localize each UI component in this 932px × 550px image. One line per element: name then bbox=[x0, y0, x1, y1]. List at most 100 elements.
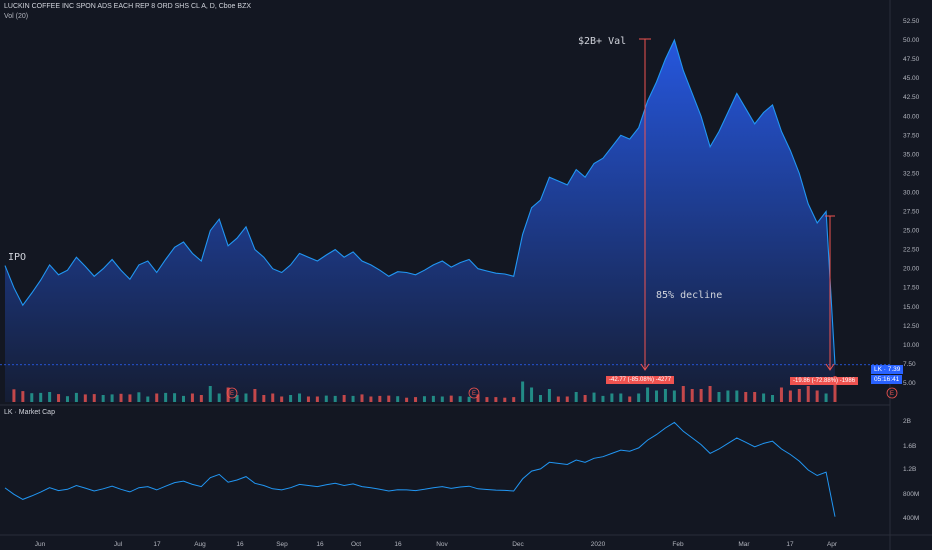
x-tick-label: 2020 bbox=[591, 541, 606, 548]
y-tick-label: 32.50 bbox=[903, 170, 920, 177]
volume-bar bbox=[110, 394, 114, 402]
volume-bar bbox=[467, 396, 471, 402]
x-tick-label: Oct bbox=[351, 541, 361, 548]
y-tick-label: 17.50 bbox=[903, 285, 920, 292]
earnings-marker bbox=[468, 387, 480, 399]
volume-bar bbox=[431, 395, 435, 402]
y-tick-label: 5.00 bbox=[903, 380, 916, 387]
x-tick-label: 16 bbox=[236, 541, 244, 548]
volume-bar bbox=[92, 394, 96, 402]
earnings-marker bbox=[886, 387, 898, 399]
x-tick-label: Nov bbox=[436, 541, 448, 548]
volume-bar bbox=[342, 395, 346, 402]
volume-bar bbox=[235, 395, 239, 402]
x-tick-label: Aug bbox=[194, 541, 206, 548]
volume-bar bbox=[797, 389, 801, 402]
volume-bar bbox=[414, 397, 418, 402]
volume-bar bbox=[422, 396, 426, 402]
x-tick-label: Dec bbox=[512, 541, 524, 548]
volume-bar bbox=[726, 390, 730, 402]
volume-bar bbox=[547, 389, 551, 402]
earnings-marker-label: E bbox=[230, 391, 234, 397]
y-tick-label: 52.50 bbox=[903, 18, 920, 25]
volume-bar bbox=[583, 395, 587, 402]
volume-bar bbox=[387, 395, 391, 402]
earnings-marker bbox=[226, 387, 238, 399]
volume-bar bbox=[646, 387, 650, 402]
volume-bar bbox=[556, 396, 560, 402]
price-badge: LK · 7.39 bbox=[871, 365, 904, 374]
volume-bar bbox=[663, 389, 667, 402]
y-tick-label: 42.50 bbox=[903, 94, 920, 101]
y-tick-label: 25.00 bbox=[903, 228, 920, 235]
price-area bbox=[5, 40, 835, 402]
time-badge: 05:16:41 bbox=[871, 375, 903, 384]
y-tick-label: 37.50 bbox=[903, 132, 920, 139]
measure-badge-2: -19.86 (-72.88%) -1986 bbox=[790, 377, 859, 385]
volume-bar bbox=[146, 396, 150, 402]
y-tick-label: 50.00 bbox=[903, 37, 920, 44]
volume-bar bbox=[512, 397, 516, 402]
volume-bar bbox=[690, 389, 694, 402]
x-tick-label: 17 bbox=[786, 541, 794, 548]
y-tick-label: 7.50 bbox=[903, 361, 916, 368]
y-tick-label: 20.00 bbox=[903, 266, 920, 273]
market-cap-tick-label: 800M bbox=[903, 491, 919, 498]
volume-bar bbox=[565, 396, 569, 402]
volume-bar bbox=[494, 397, 498, 402]
market-cap-tick-label: 1.6B bbox=[903, 443, 916, 450]
volume-bar bbox=[771, 395, 775, 402]
volume-bar bbox=[762, 393, 766, 402]
volume-bar bbox=[217, 393, 221, 402]
volume-bar bbox=[244, 393, 248, 402]
volume-bar bbox=[628, 396, 632, 402]
volume-bar bbox=[610, 393, 614, 402]
x-tick-label: Sep bbox=[276, 541, 288, 548]
volume-bar bbox=[592, 392, 596, 402]
volume-bar bbox=[788, 390, 792, 402]
y-tick-label: 35.00 bbox=[903, 151, 920, 158]
market-cap-title: LK · Market Cap bbox=[4, 409, 55, 416]
y-tick-label: 10.00 bbox=[903, 342, 920, 349]
volume-bar bbox=[503, 397, 507, 402]
volume-bar bbox=[30, 393, 34, 402]
volume-bar bbox=[298, 393, 302, 402]
y-tick-label: 47.50 bbox=[903, 56, 920, 63]
x-tick-label: 16 bbox=[394, 541, 402, 548]
volume-bar bbox=[672, 390, 676, 402]
volume-bar bbox=[271, 393, 275, 402]
y-tick-label: 30.00 bbox=[903, 189, 920, 196]
volume-bar bbox=[190, 393, 194, 402]
volume-bar bbox=[155, 393, 159, 402]
volume-bar bbox=[280, 396, 284, 402]
volume-bar bbox=[262, 395, 266, 402]
volume-bar bbox=[735, 390, 739, 402]
price-line bbox=[4, 38, 836, 365]
volume-bar bbox=[396, 396, 400, 402]
volume-bar bbox=[137, 392, 141, 402]
volume-bar bbox=[333, 395, 337, 402]
decline-annotation: 85% decline bbox=[656, 290, 722, 301]
volume-bar bbox=[744, 392, 748, 402]
market-cap-tick-label: 400M bbox=[903, 515, 919, 522]
market-cap-tick-label: 2B bbox=[903, 418, 911, 425]
volume-bar bbox=[253, 389, 257, 402]
volume-bar bbox=[779, 387, 783, 402]
symbol-title: LUCKIN COFFEE INC SPON ADS EACH REP 8 OR… bbox=[4, 3, 252, 10]
volume-bar bbox=[226, 387, 230, 402]
volume-bar bbox=[824, 393, 828, 402]
volume-bar bbox=[48, 392, 52, 402]
volume-bar bbox=[601, 395, 605, 402]
volume-bar bbox=[128, 394, 132, 402]
volume-title: Vol (20) bbox=[4, 13, 29, 20]
volume-bar bbox=[65, 396, 69, 402]
y-tick-label: 27.50 bbox=[903, 209, 920, 216]
y-tick-label: 45.00 bbox=[903, 75, 920, 82]
volume-bar bbox=[538, 395, 542, 402]
x-tick-label: Mar bbox=[738, 541, 750, 548]
volume-bar bbox=[164, 392, 168, 402]
measure-head-2 bbox=[825, 363, 835, 371]
volume-bar bbox=[369, 396, 373, 402]
